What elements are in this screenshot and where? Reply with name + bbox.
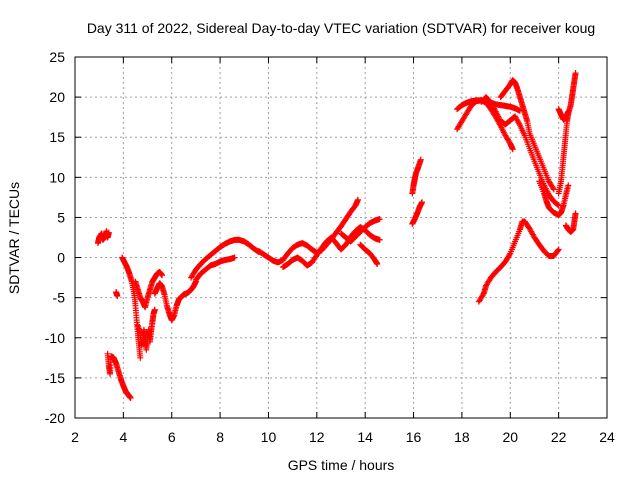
x-tick-label: 6 — [168, 429, 176, 445]
data-point — [565, 108, 572, 115]
x-tick-label: 20 — [502, 429, 518, 445]
data-point — [549, 185, 556, 192]
data-point — [417, 156, 424, 163]
x-tick-label: 2 — [71, 429, 79, 445]
data-point — [354, 196, 361, 203]
x-tick-label: 24 — [599, 429, 615, 445]
data-point — [376, 236, 383, 243]
y-tick-label: 25 — [49, 49, 65, 65]
y-tick-label: 15 — [49, 129, 65, 145]
x-tick-label: 10 — [261, 429, 277, 445]
data-point — [506, 251, 513, 258]
x-tick-label: 22 — [551, 429, 567, 445]
y-tick-label: 20 — [49, 89, 65, 105]
data-point — [554, 201, 561, 208]
grid — [75, 57, 607, 418]
chart-title: Day 311 of 2022, Sidereal Day-to-day VTE… — [87, 20, 595, 36]
y-axis-label: SDTVAR / TECUs — [6, 182, 22, 294]
data-point — [231, 254, 238, 261]
y-tick-label: 10 — [49, 169, 65, 185]
x-axis-label: GPS time / hours — [288, 457, 395, 473]
y-tick-label: 0 — [57, 250, 65, 266]
data-point — [127, 394, 134, 401]
data-point — [572, 210, 579, 217]
data-point — [555, 246, 562, 253]
data-point — [159, 272, 166, 279]
data-point — [550, 186, 557, 193]
data-point — [376, 216, 383, 223]
plot-frame — [74, 56, 608, 419]
x-tick-label: 8 — [216, 429, 224, 445]
y-tick-label: -10 — [45, 330, 65, 346]
data-point — [374, 260, 381, 267]
x-tick-label: 14 — [357, 429, 373, 445]
y-tick-label: -20 — [45, 410, 65, 426]
y-tick-label: -5 — [53, 290, 66, 306]
data-point — [114, 293, 121, 300]
data-point — [565, 182, 572, 189]
data-point — [137, 354, 144, 361]
data-point — [151, 306, 158, 313]
axis-ticks: 2 4 6 8 10 12 14 16 18 20 22 24-20-15-10-5051015202… — [45, 49, 615, 445]
x-tick-label: 18 — [454, 429, 470, 445]
data-point — [509, 146, 516, 153]
data-points — [94, 70, 579, 401]
x-tick-label: 16 — [406, 429, 422, 445]
data-point — [572, 70, 579, 77]
x-tick-label: 12 — [309, 429, 325, 445]
y-tick-label: -15 — [45, 370, 65, 386]
data-point — [554, 247, 561, 254]
data-point — [479, 291, 486, 298]
x-tick-label: 4 — [119, 429, 127, 445]
data-point — [105, 229, 112, 236]
data-point — [419, 199, 426, 206]
y-tick-label: 5 — [57, 209, 65, 225]
